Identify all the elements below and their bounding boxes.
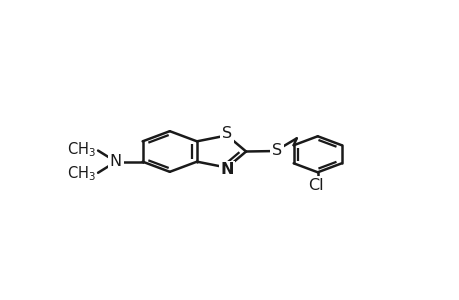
Text: S: S (221, 126, 231, 141)
Text: CH$_3$: CH$_3$ (67, 140, 96, 159)
Text: N: N (110, 154, 122, 169)
Text: N: N (220, 162, 233, 177)
Text: CH$_3$: CH$_3$ (67, 164, 96, 183)
Text: Cl: Cl (308, 178, 323, 193)
Text: S: S (271, 143, 281, 158)
